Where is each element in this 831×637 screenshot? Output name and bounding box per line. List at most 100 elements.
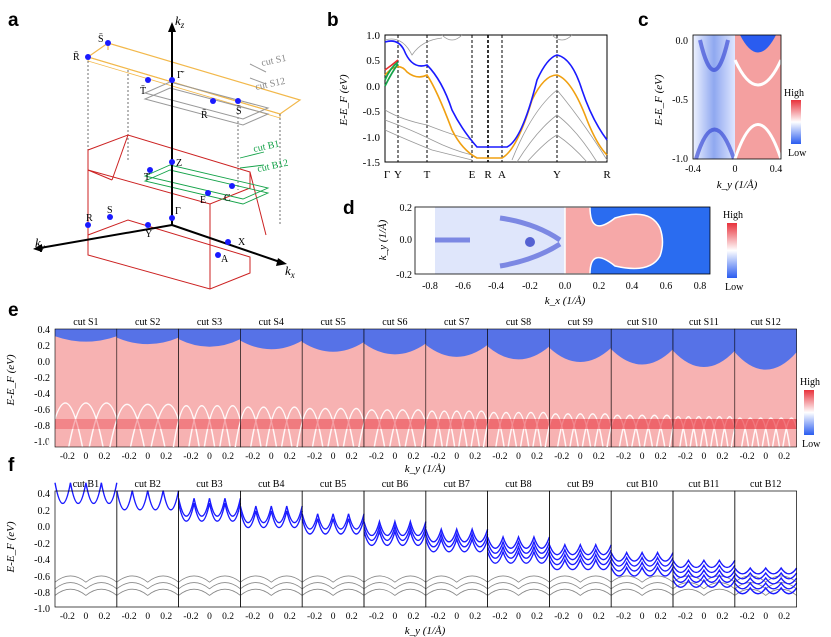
f-xtick: 0.2 <box>99 612 111 622</box>
e-xtick: 0 <box>393 452 398 462</box>
svg-text:0.0: 0.0 <box>400 235 413 246</box>
e-cut-title: cut S6 <box>382 317 407 328</box>
pt-E: E <box>200 195 206 206</box>
e-band-line <box>631 414 654 448</box>
e-xtick: 0 <box>145 452 150 462</box>
f-xtick: 0.2 <box>408 612 420 622</box>
e-xtick: -0.2 <box>554 452 569 462</box>
f-cut-panel: cut B2 -0.2 0 0.2 <box>116 479 180 622</box>
f-gray-band <box>487 575 550 583</box>
e-blue-pocket <box>116 329 179 345</box>
f-blue-band <box>610 565 674 577</box>
c-exp-half <box>693 35 735 159</box>
e-cut-background <box>55 329 117 447</box>
d-colorbar <box>727 223 737 278</box>
f-cut-frame <box>178 490 241 608</box>
e-red-band <box>240 419 303 429</box>
e-red-band <box>425 419 488 429</box>
svg-text:-0.2: -0.2 <box>34 373 50 384</box>
svg-text:-1.0: -1.0 <box>672 154 688 165</box>
c-calc-lines <box>733 59 783 160</box>
pt-Sbar2: S̄ <box>236 105 242 117</box>
e-red-band <box>487 419 550 429</box>
f-xlabel: k_y (1/Å) <box>405 625 446 637</box>
f-cut-title: cut B9 <box>567 479 593 490</box>
c-exp-dispersion <box>694 39 736 160</box>
f-cut-panel: cut B5 -0.2 0 0.2 <box>301 479 365 622</box>
f-xtick: 0 <box>578 612 583 622</box>
e-band-line <box>172 405 200 448</box>
f-cut-title: cut B7 <box>444 479 470 490</box>
svg-text:0.0: 0.0 <box>559 281 572 292</box>
f-cut-frame <box>734 490 797 608</box>
panel-f-cuts: E-E_F (eV) 0.4 0.2 0.0 -0.2 -0.4 -0.6 -0… <box>5 479 798 637</box>
f-xtick: -0.2 <box>678 612 693 622</box>
c-xticks: -0.4 0 0.4 <box>685 164 782 175</box>
f-xtick: -0.2 <box>245 612 260 622</box>
e-band-line <box>771 417 791 448</box>
pt-Rbar: R̄ <box>73 51 80 63</box>
e-band-line <box>495 411 518 448</box>
f-blue-band <box>734 576 798 585</box>
f-xtick: -0.2 <box>492 612 507 622</box>
e-red-band <box>673 419 735 429</box>
pt-Z: Z <box>176 158 182 169</box>
e-cut-background <box>178 329 241 447</box>
e-red-band <box>116 419 179 429</box>
f-cut-frame <box>425 490 488 608</box>
e-red-band <box>549 419 612 429</box>
e-red-band <box>178 419 241 429</box>
e-band-line <box>643 414 666 448</box>
f-cut-panel: cut B10 -0.2 0 0.2 <box>610 479 674 622</box>
c-ylabel: E-E_F (eV) <box>653 74 665 126</box>
f-blue-band <box>548 542 612 556</box>
e-xtick: 0.2 <box>717 452 729 462</box>
e-blue-pocket <box>302 329 364 352</box>
pt-T: T <box>144 172 150 183</box>
f-gray-band <box>363 582 427 590</box>
f-blue-band <box>672 568 736 579</box>
f-gray-band <box>178 575 241 583</box>
e-band-line <box>482 411 505 448</box>
f-blue-band <box>610 560 674 572</box>
f-xtick: -0.2 <box>616 612 631 622</box>
svg-text:-0.8: -0.8 <box>34 421 50 432</box>
f-blue-band <box>486 539 551 554</box>
f-cut-panel: cut B6 -0.2 0 0.2 <box>363 479 427 622</box>
e-xtick: 0.2 <box>99 452 111 462</box>
e-band-line <box>433 410 456 448</box>
svg-text:0.8: 0.8 <box>694 281 707 292</box>
e-band-line <box>311 408 339 448</box>
f-gray-band <box>549 582 612 590</box>
e-band-line <box>188 405 216 448</box>
svg-text:0.2: 0.2 <box>400 203 413 214</box>
e-xtick: 0.2 <box>160 452 172 462</box>
f-cut-frame <box>672 490 736 608</box>
f-blue-band <box>54 482 118 505</box>
f-blue-band <box>672 563 736 574</box>
panel-c-arpes: E-E_F (eV) 0.0 -0.5 -1.0 -0.4 0 0.4 k_y … <box>653 34 807 191</box>
e-red-band <box>611 419 673 429</box>
e-xtick: 0 <box>84 452 89 462</box>
f-gray-band <box>54 582 118 590</box>
f-gray-band <box>672 582 736 590</box>
e-cut-title: cut S2 <box>135 317 160 328</box>
f-xtick: 0 <box>640 612 645 622</box>
e-cut-panel: cut S6 -0.2 0 0.2 <box>358 317 432 462</box>
b-ylabel: E-E_F (eV) <box>338 74 350 126</box>
f-blue-band <box>301 513 365 530</box>
e-band-line <box>373 409 401 448</box>
f-xtick: 0 <box>516 612 521 622</box>
f-cut-frame <box>363 490 427 608</box>
e-band-line <box>544 413 567 448</box>
d-exp-features <box>435 215 562 269</box>
f-blue-band <box>363 518 427 537</box>
e-xtick: 0 <box>763 452 768 462</box>
f-blue-band <box>734 566 798 575</box>
e-band-line <box>445 410 468 448</box>
panel-d-constant-energy: k_y (1/Å) 0.2 0.0 -0.2 -0.8 -0.6 -0.4 -0… <box>377 203 744 307</box>
e-band-line <box>740 417 760 448</box>
d-calc-pocket <box>564 206 664 275</box>
svg-text:-0.8: -0.8 <box>34 588 50 599</box>
e-band-line <box>761 417 781 448</box>
